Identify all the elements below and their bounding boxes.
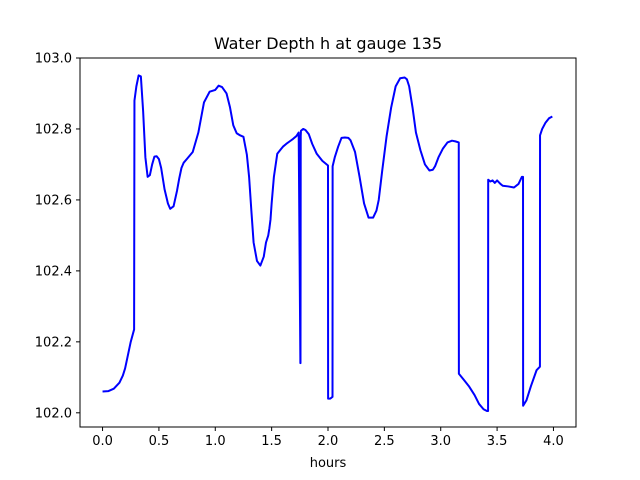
series-line-1 [102, 74, 553, 413]
x-axis-title: hours [310, 456, 347, 471]
x-tick-label: 0.5 [149, 434, 170, 449]
x-tick-label: 2.0 [318, 434, 339, 449]
x-tick-label: 1.0 [205, 434, 226, 449]
y-tick-label: 102.2 [35, 335, 72, 350]
x-tick-label: 1.5 [261, 434, 282, 449]
y-tick-label: 103.0 [35, 52, 72, 67]
x-tick-label: 4.0 [543, 434, 564, 449]
y-tick-label: 102.6 [35, 193, 72, 208]
y-tick-label: 102.4 [35, 264, 72, 279]
plot-area [102, 74, 553, 413]
y-tick-label: 102.8 [35, 122, 72, 137]
axes: 0.0 0.5 1.0 1.5 2.0 2.5 3.0 3.5 4.0 102.0 102.2 102… [35, 52, 577, 449]
x-tick-label: 3.0 [430, 434, 451, 449]
x-tick-label: 2.5 [374, 434, 395, 449]
x-tick-label: 3.5 [487, 434, 508, 449]
x-tick-label: 0.0 [92, 434, 113, 449]
y-tick-label: 102.0 [35, 406, 72, 421]
chart-title: Water Depth h at gauge 135 [214, 34, 442, 53]
